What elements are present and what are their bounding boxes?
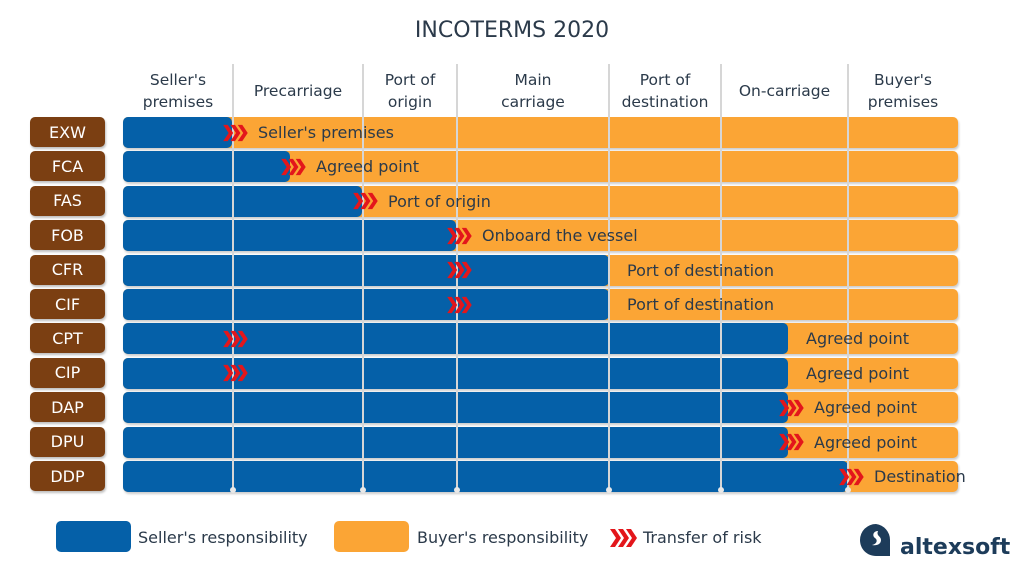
column-header-label: Seller's premises [142,71,214,111]
delivery-point-label: Agreed point [316,157,420,177]
column-header-label: On-carriage [738,82,831,100]
buyer-responsibility-bar [123,117,958,148]
delivery-point-label: Seller's premises [258,123,394,142]
column-header-label: Port of origin [384,71,436,111]
incoterm-label: DPU [30,426,105,457]
delivery-point-label: Onboard the vessel [482,226,638,246]
incoterm-label: CFR [30,254,105,285]
column-header: Main carriage [457,68,609,114]
seller-responsibility-bar [123,254,609,286]
column-header-label: Precarriage [253,82,343,100]
incoterm-label: EXW [30,117,105,147]
transfer-of-risk-icon [222,358,248,389]
delivery-point-label: Agreed point [814,398,918,418]
column-header: Precarriage [233,68,363,114]
delivery-point-label: Agreed point [806,363,910,383]
column-header-label: Main carriage [501,71,565,111]
incoterm-label: FCA [30,151,105,182]
column-header: Port of origin [363,68,457,114]
transfer-of-risk-icon [446,220,472,251]
transfer-of-risk-icon [778,427,804,458]
transfer-of-risk-icon [280,151,306,182]
column-header-label: Port of destination [621,71,709,111]
delivery-point-label: Port of destination [627,260,774,280]
delivery-point-label: Port of destination [627,295,774,314]
stage-divider [230,64,236,493]
delivery-point-label: Agreed point [814,432,918,452]
stage-divider [845,64,851,493]
stage-divider [606,64,612,493]
column-header: Buyer's premises [848,68,958,114]
column-header-label: Buyer's premises [867,71,939,111]
stage-divider [718,64,724,493]
legend-buyer-label: Buyer's responsibility [417,528,589,547]
legend-risk-label: Transfer of risk [643,528,762,547]
delivery-point-label: Destination [874,467,966,486]
transfer-of-risk-icon [838,461,864,492]
column-header: Port of destination [609,68,721,114]
delivery-point-label: Port of origin [388,191,491,211]
seller-responsibility-bar [123,185,362,217]
legend-buyer-swatch [334,521,409,552]
column-header: On-carriage [721,68,848,114]
incoterm-label: FAS [30,185,105,216]
altexsoft-logo: altexsoft [858,522,1018,566]
diagram-title: INCOTERMS 2020 [414,18,610,43]
transfer-of-risk-icon [446,289,472,320]
legend-seller-swatch [56,521,131,552]
seller-responsibility-bar [123,117,232,148]
incoterm-label: CPT [30,323,105,354]
delivery-point-label: Agreed point [806,329,910,349]
incoterm-label: DAP [30,392,105,423]
transfer-of-risk-icon [352,186,378,217]
seller-responsibility-bar [123,151,290,183]
transfer-of-risk-icon [222,323,248,354]
transfer-of-risk-icon [222,117,248,148]
incoterm-label: DDP [30,461,105,491]
legend-risk-arrow-icon [609,527,637,553]
incoterm-label: CIF [30,289,105,319]
transfer-of-risk-icon [778,392,804,423]
legend-seller-label: Seller's responsibility [138,528,308,547]
transfer-of-risk-icon [446,255,472,286]
seller-responsibility-bar [123,461,848,492]
stage-divider [360,64,366,493]
column-header: Seller's premises [123,68,233,114]
svg-text:altexsoft: altexsoft [900,535,1011,560]
seller-responsibility-bar [123,220,456,252]
incoterm-label: CIP [30,357,105,388]
incoterm-label: FOB [30,220,105,251]
seller-responsibility-bar [123,289,609,320]
